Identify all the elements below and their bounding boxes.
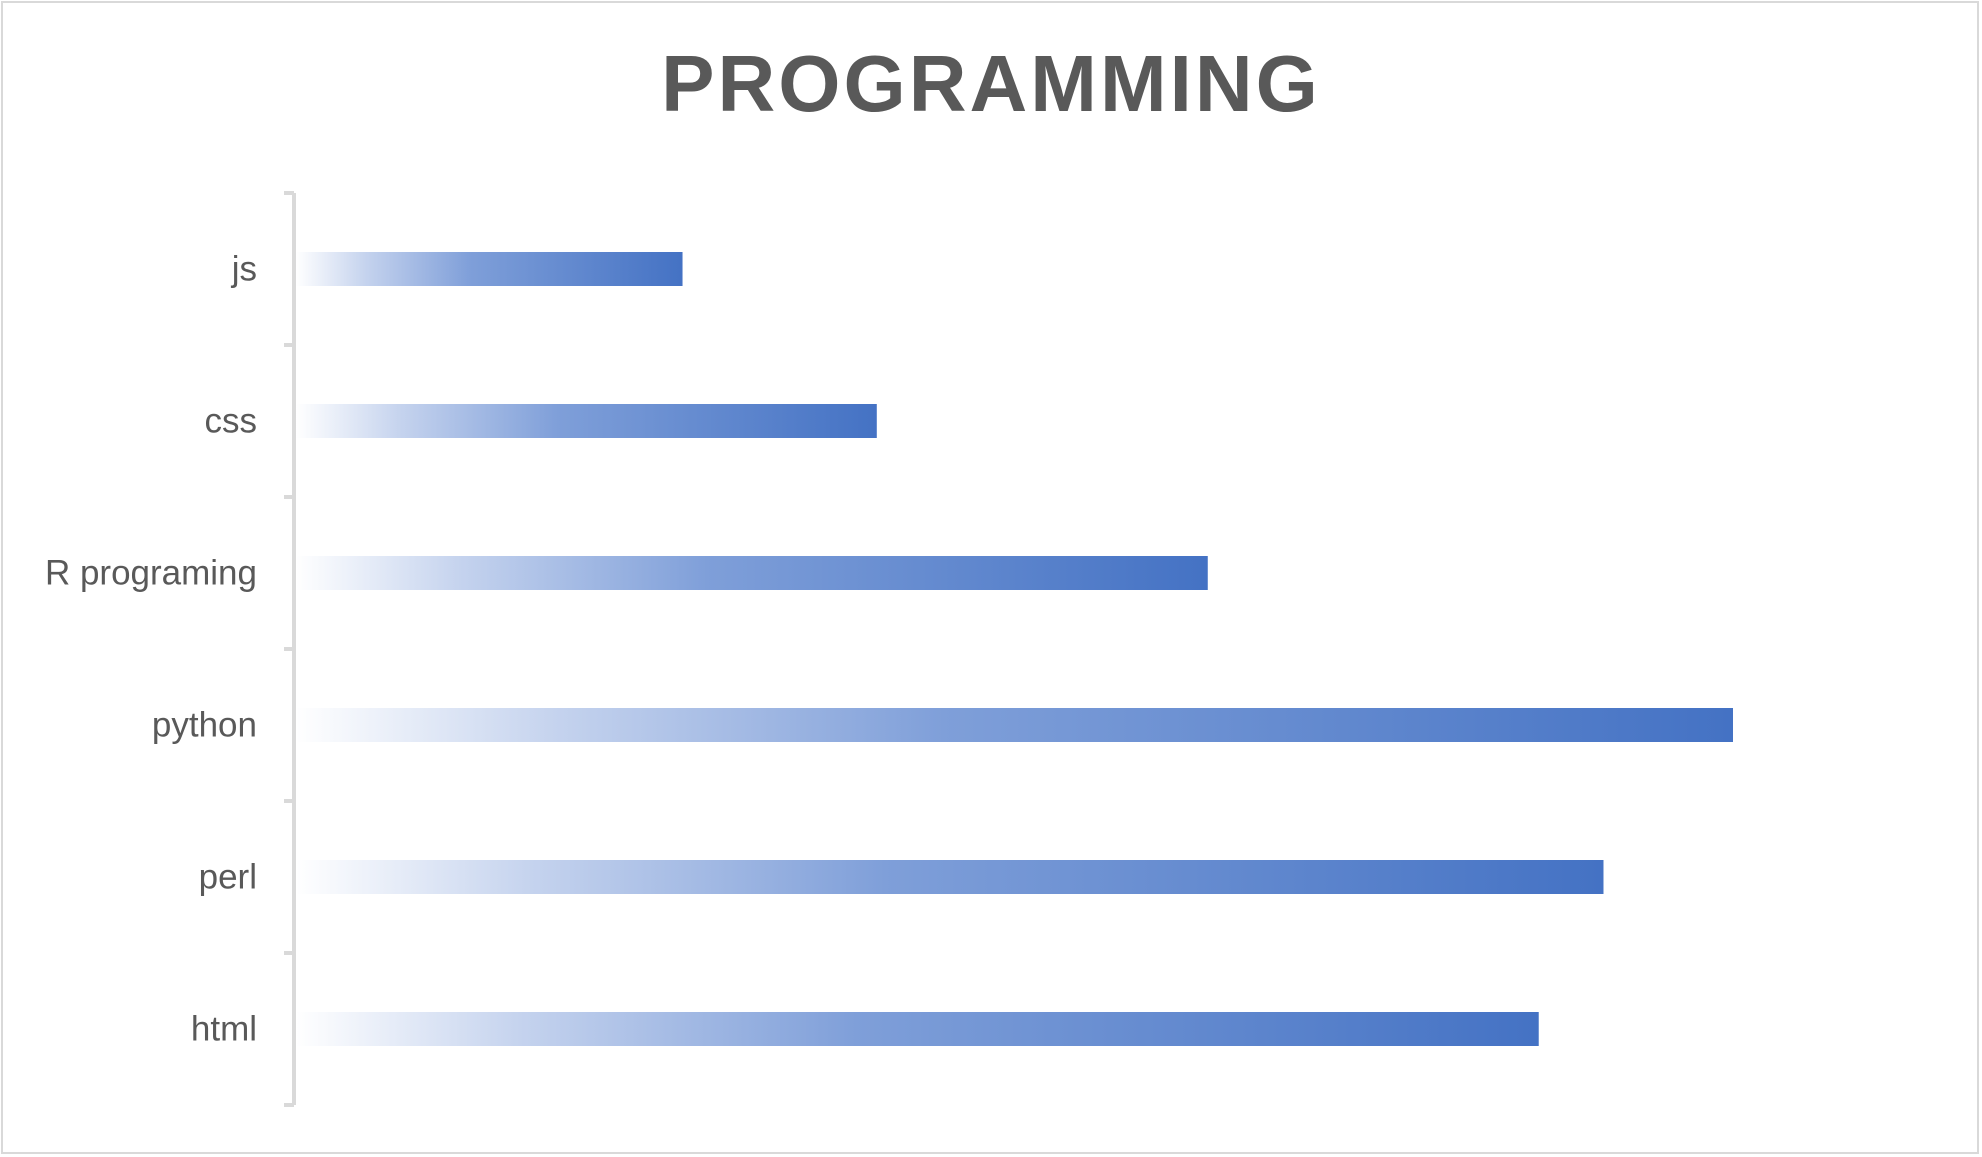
category-label: R programing (45, 554, 257, 593)
bar-html (296, 1012, 1539, 1046)
category-label: python (152, 706, 257, 745)
bar-python (296, 708, 1733, 742)
bar-js (296, 252, 683, 286)
category-label: js (231, 250, 257, 289)
bar-perl (296, 860, 1604, 894)
bars (296, 252, 1733, 1046)
category-labels: js css R programing python perl html (45, 250, 257, 1049)
category-label: perl (199, 858, 257, 897)
category-label: css (205, 402, 258, 441)
bar-r-programing (296, 556, 1208, 590)
chart-title: PROGRAMMING (661, 39, 1321, 128)
bar-css (296, 404, 877, 438)
category-label: html (191, 1010, 257, 1049)
y-axis (284, 191, 296, 1107)
